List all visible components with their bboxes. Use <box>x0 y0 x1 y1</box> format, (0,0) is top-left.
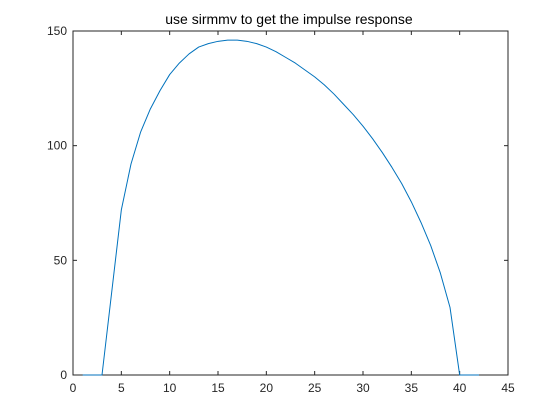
x-tick-label: 35 <box>405 381 419 395</box>
series-line <box>82 39 479 376</box>
x-tick-label: 0 <box>70 381 77 395</box>
x-tick-label: 5 <box>118 381 125 395</box>
axes-box <box>72 30 509 376</box>
y-tick-label: 0 <box>60 368 67 382</box>
y-tick-label: 100 <box>47 139 67 153</box>
series-layer <box>82 39 479 376</box>
x-tick-label: 30 <box>356 381 370 395</box>
x-tick-label: 45 <box>501 381 515 395</box>
y-tick-label: 50 <box>54 253 68 267</box>
y-tick-label: 150 <box>47 24 67 38</box>
x-axis: 0 5 10 15 20 25 30 35 40 45 <box>70 31 515 395</box>
x-tick-label: 25 <box>308 381 322 395</box>
x-tick-label: 10 <box>163 381 177 395</box>
x-tick-label: 20 <box>260 381 274 395</box>
x-tick-label: 40 <box>453 381 467 395</box>
chart-title: use sirmmv to get the impulse response <box>165 11 413 27</box>
x-tick-label: 15 <box>211 381 225 395</box>
y-axis: 0 50 100 150 <box>47 24 508 382</box>
